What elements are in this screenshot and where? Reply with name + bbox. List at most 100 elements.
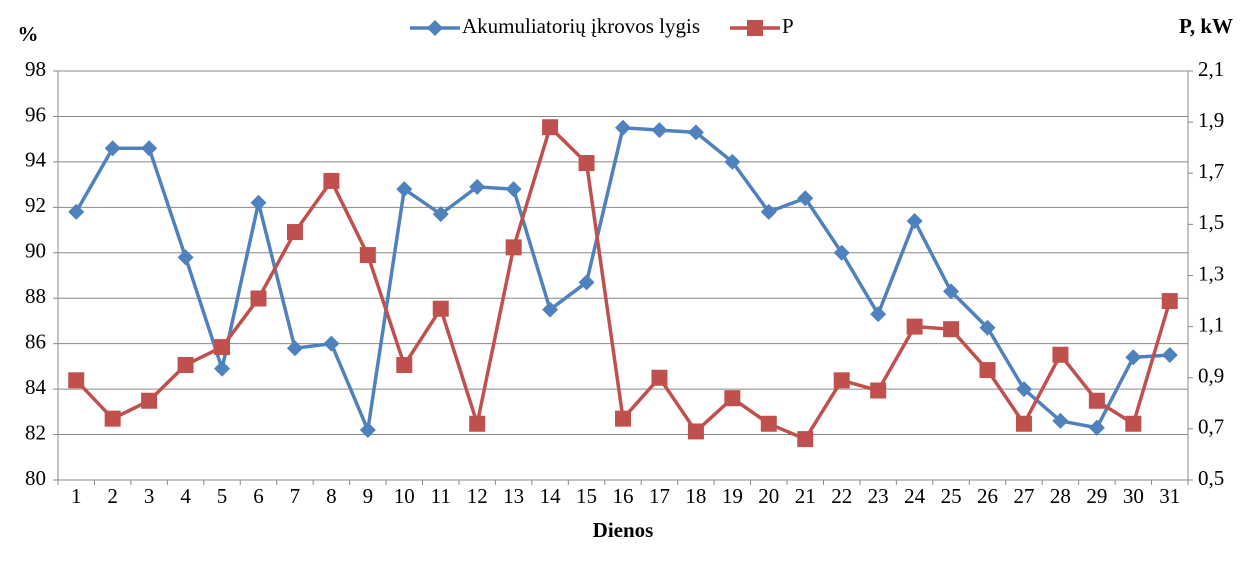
x-tick-label: 10 [394,484,415,508]
data-point [1052,412,1069,429]
y2-axis-title: P, kW [1179,14,1233,38]
data-point [177,249,194,266]
x-tick-label: 2 [107,484,118,508]
x-tick-label: 29 [1086,484,1107,508]
y2-tick-label: 0,5 [1198,466,1224,490]
x-tick-label: 24 [904,484,926,508]
x-tick-label: 23 [868,484,889,508]
data-point [906,318,923,335]
y-tick-label: 82 [25,420,46,444]
y2-tick-label: 0,9 [1198,364,1224,388]
data-point [1015,381,1032,398]
y-axis-title: % [18,22,39,46]
data-point [68,203,85,220]
x-tick-label: 5 [217,484,228,508]
x-tick-label: 8 [326,484,337,508]
x-tick-label: 16 [613,484,634,508]
data-point [724,153,741,170]
data-point [396,356,413,373]
y-tick-label: 84 [25,375,47,399]
data-point [542,301,559,318]
data-point [1015,415,1032,432]
data-point [724,390,741,407]
data-point [943,321,960,338]
data-point [141,140,158,157]
x-tick-label: 22 [831,484,852,508]
data-point [250,290,267,307]
data-point [469,415,486,432]
x-tick-label: 18 [685,484,706,508]
y2-tick-label: 0,7 [1198,415,1224,439]
data-point [286,340,303,357]
legend-marker [427,20,443,36]
data-point [214,339,231,356]
x-tick-label: 6 [253,484,264,508]
x-tick-label: 27 [1013,484,1034,508]
data-point [979,362,996,379]
data-point [1088,419,1105,436]
x-tick-label: 12 [467,484,488,508]
data-point [687,124,704,141]
x-tick-label: 31 [1159,484,1180,508]
data-point [1161,293,1178,310]
y-tick-label: 92 [25,193,46,217]
data-point [396,181,413,198]
y2-tick-label: 1,1 [1198,312,1224,336]
x-tick-label: 3 [144,484,155,508]
y-tick-label: 90 [25,239,46,263]
data-point [469,178,486,195]
data-point [906,212,923,229]
y2-tick-label: 1,7 [1198,159,1224,183]
x-tick-label: 26 [977,484,998,508]
y2-tick-label: 1,3 [1198,261,1224,285]
x-tick-label: 30 [1123,484,1144,508]
y-tick-label: 86 [25,329,46,353]
data-point [797,431,814,448]
data-point [432,206,449,223]
data-point [651,122,668,139]
data-point [870,306,887,323]
data-point [797,190,814,207]
x-tick-label: 13 [503,484,524,508]
x-tick-label: 15 [576,484,597,508]
data-point [833,372,850,389]
data-point [141,392,158,409]
data-point [578,155,595,172]
data-point [578,274,595,291]
data-point [615,119,631,136]
data-point [833,244,850,261]
y-tick-label: 94 [25,148,47,172]
data-point [760,415,777,432]
y-tick-label: 88 [25,284,46,308]
x-tick-label: 9 [363,484,374,508]
data-point [359,247,376,264]
data-point [323,335,340,352]
x-tick-label: 7 [290,484,301,508]
data-point [870,382,887,399]
data-point [1125,349,1142,366]
legend-label: P [782,14,794,38]
data-point [104,410,121,427]
data-point [651,369,668,386]
legend-label: Akumuliatorių įkrovos lygis [462,14,700,38]
y-tick-label: 96 [25,102,46,126]
data-point [505,239,522,256]
data-point [250,194,267,211]
data-point [1088,392,1105,409]
data-point [1052,346,1069,363]
data-point [687,423,704,440]
x-tick-label: 19 [722,484,743,508]
x-tick-label: 14 [540,484,562,508]
x-axis-title: Dienos [593,518,654,542]
x-tick-label: 17 [649,484,670,508]
data-point [943,283,960,300]
data-point [323,172,340,189]
y2-tick-label: 2,1 [1198,57,1224,81]
data-point [177,356,194,373]
data-point [286,224,303,241]
data-point [432,300,449,317]
y-tick-label: 80 [25,466,46,490]
data-point [760,203,777,220]
data-point [1125,415,1142,432]
